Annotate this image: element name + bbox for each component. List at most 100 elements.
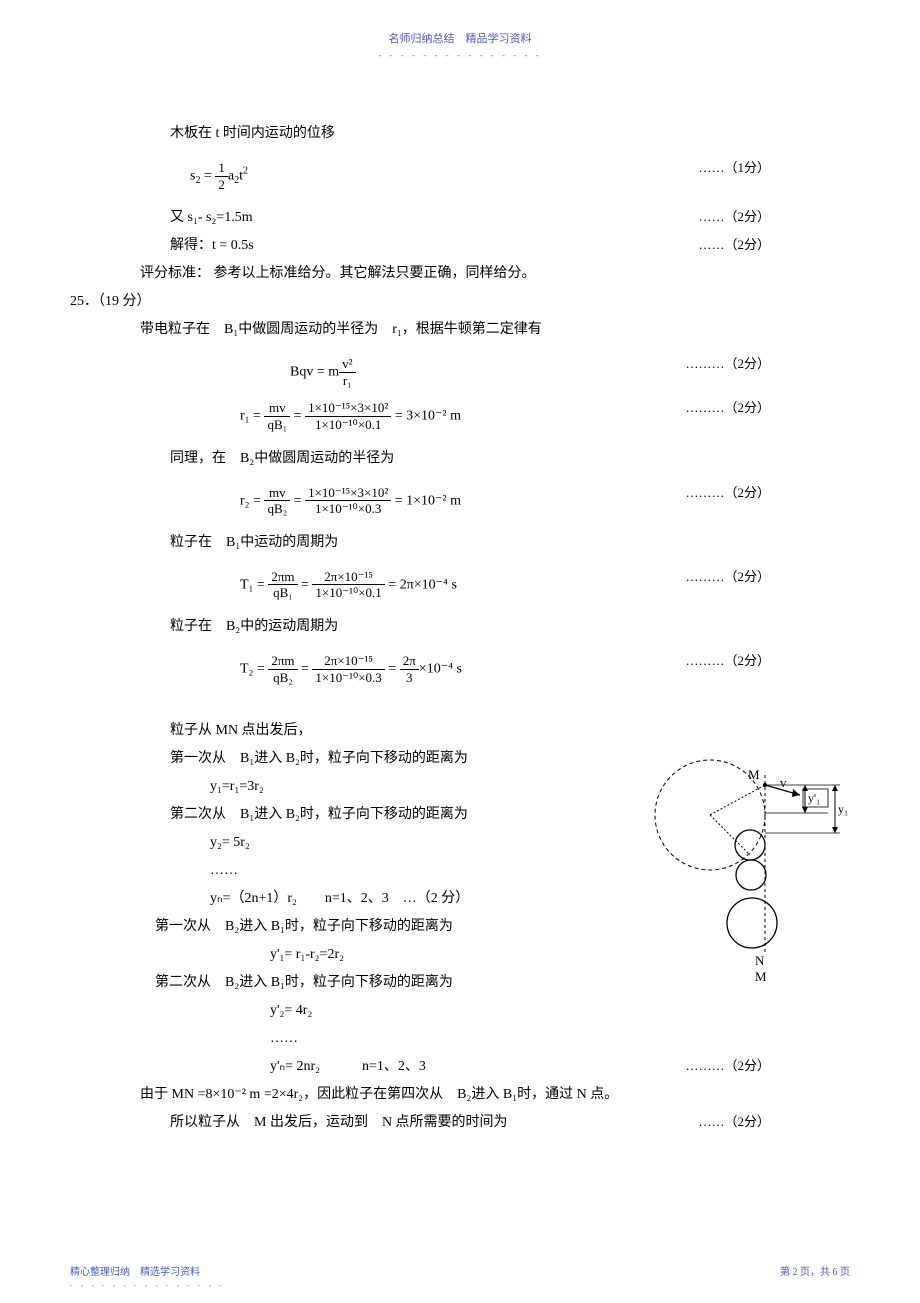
fraction: 2π×10⁻¹⁵1×10⁻¹⁰×0.3 [312,653,384,685]
denominator: r₁ [339,373,355,389]
score-text: ……（2分） [698,204,770,230]
arrowhead-icon [802,807,808,813]
large-circle [727,898,777,948]
score-text: ……（2分） [698,232,770,258]
numerator: mv [264,485,290,502]
text-line: 带电粒子在 B₁中做圆周运动的半径为 r₁，根据牛顿第二定律有 [70,316,850,344]
text: 解得：t = 0.5s [170,238,254,253]
numerator: 1×10⁻¹⁵×3×10² [305,400,391,417]
footer-dash: - - - - - - - - - - - - - - - [70,1281,225,1290]
text-line: 评分标准： 参考以上标准给分。其它解法只要正确，同样给分。 [70,260,850,288]
score-text: ……（1分） [698,160,770,176]
numerator: 2π×10⁻¹⁵ [312,653,384,670]
text-line: 25．（19 分） [70,288,850,316]
footer-left: 精心整理归纳 精选学习资料 [70,1263,200,1278]
eq-text: = 1×10⁻² m [391,493,461,508]
eq-text: = 2π×10⁻⁴ s [385,577,457,592]
score-text: ………（2分） [685,1053,770,1079]
numerator: 2π×10⁻¹⁵ [312,569,384,586]
denominator: 1×10⁻¹⁰×0.3 [305,501,391,517]
equation-r2: r₂ = mvqB₂ = 1×10⁻¹⁵×3×10²1×10⁻¹⁰×0.3 = … [70,485,850,517]
denominator: 1×10⁻¹⁰×0.1 [305,417,391,433]
eq-text: = [290,493,305,508]
score-text: ………（2分） [685,356,770,372]
score-text: ………（2分） [685,653,770,669]
fraction: 2π3 [400,653,419,685]
fraction: 2π×10⁻¹⁵1×10⁻¹⁰×0.1 [312,569,384,601]
fraction: 2πmqB₁ [268,569,297,601]
text-line: 由于 MN =8×10⁻² m =2×4r₂，因此粒子在第四次从 B₂进入 B₁… [70,1081,850,1109]
denominator: 1×10⁻¹⁰×0.3 [312,670,384,686]
fraction: 1×10⁻¹⁵×3×10²1×10⁻¹⁰×0.1 [305,400,391,432]
denominator: 2 [215,177,228,193]
top-header-dash: - - - - - - - - - - - - - - - [70,50,850,60]
text: 又 s₁- s₂=1.5m [170,210,253,225]
text-line: 木板在 t 时间内运动的位移 [70,120,850,148]
label-m2: M [755,969,767,984]
small-circle [735,830,765,860]
numerator: 1×10⁻¹⁵×3×10² [305,485,391,502]
fraction: mvqB₂ [264,485,290,517]
denominator: qB₁ [268,585,297,601]
text: y'ₙ= 2nr₂ n=1、2、3 [270,1059,426,1074]
fraction: 2πmqB₂ [268,653,297,685]
arrowhead-icon [832,827,838,833]
text-line: 又 s₁- s₂=1.5m ……（2分） [70,204,850,232]
denominator: qB₂ [264,501,290,517]
eq-text: = [290,409,305,424]
label-y1p: y'₁ [808,791,820,805]
eq-text: = 3×10⁻² m [391,409,461,424]
small-circle [736,860,766,890]
diagram-svg: M v y'₁ y₁ N M [640,755,850,985]
eq-text: = [385,661,400,676]
text-line: y'₂= 4r₂ [70,997,850,1025]
eq-text: Bqv = m [290,365,339,380]
label-y1: y₁ [838,802,848,816]
text-line: y'ₙ= 2nr₂ n=1、2、3 ………（2分） [70,1053,850,1081]
page: 名师归纳总结 精品学习资料 - - - - - - - - - - - - - … [0,0,920,1303]
numerator: 1 [215,160,228,177]
label-v: v [780,775,787,790]
text-line: 解得：t = 0.5s ……（2分） [70,232,850,260]
point-dot [763,783,767,787]
footer-right: 第 2 页，共 6 页 [780,1263,850,1278]
eq-text: = [298,661,313,676]
top-header: 名师归纳总结 精品学习资料 [70,30,850,46]
label-m: M [748,767,760,782]
numerator: 2πm [268,569,297,586]
text-line: 粒子在 B₁中运动的周期为 [70,529,850,557]
fraction: v²r₁ [339,356,355,388]
equation-t2: T₂ = 2πmqB₂ = 2π×10⁻¹⁵1×10⁻¹⁰×0.3 = 2π3×… [70,653,850,685]
eq-text: T₂ = [240,661,268,676]
text-line: 所以粒子从 M 出发后，运动到 N 点所需要的时间为 [70,1109,850,1137]
numerator: 2πm [268,653,297,670]
text-line: 同理，在 B₂中做圆周运动的半径为 [70,445,850,473]
equation-r1: r₁ = mvqB₁ = 1×10⁻¹⁵×3×10²1×10⁻¹⁰×0.1 = … [70,400,850,432]
score-text: ………（2分） [685,485,770,501]
denominator: qB₂ [268,670,297,686]
dotted-line [710,785,765,815]
eq-text: T₁ = [240,577,268,592]
text-line: 粒子从 MN 点出发后， [70,717,850,745]
eq-text: ×10⁻⁴ s [419,661,462,676]
eq: = [200,168,215,183]
denominator: 1×10⁻¹⁰×0.1 [312,585,384,601]
equation-bqv: Bqv = mv²r₁ ………（2分） [70,356,850,388]
superscript: 2 [243,166,248,177]
fraction: 12 [215,160,228,192]
text-line: 粒子在 B₂中的运动周期为 [70,613,850,641]
score-text: ………（2分） [685,569,770,585]
equation-t1: T₁ = 2πmqB₁ = 2π×10⁻¹⁵1×10⁻¹⁰×0.1 = 2π×1… [70,569,850,601]
denominator: 3 [400,670,419,686]
fraction: 1×10⁻¹⁵×3×10²1×10⁻¹⁰×0.3 [305,485,391,517]
label-n: N [755,953,765,968]
eq-text: r₂ = [240,493,264,508]
numerator: 2π [400,653,419,670]
arrowhead-icon [832,785,838,791]
dotted-line [710,815,750,855]
trajectory-diagram: M v y'₁ y₁ N M [640,755,850,985]
equation-s2: s2 = 12a2t2 ……（1分） [70,160,850,192]
score-text: ………（2分） [685,400,770,416]
text-line: …… [70,1025,850,1053]
denominator: qB₁ [264,417,290,433]
